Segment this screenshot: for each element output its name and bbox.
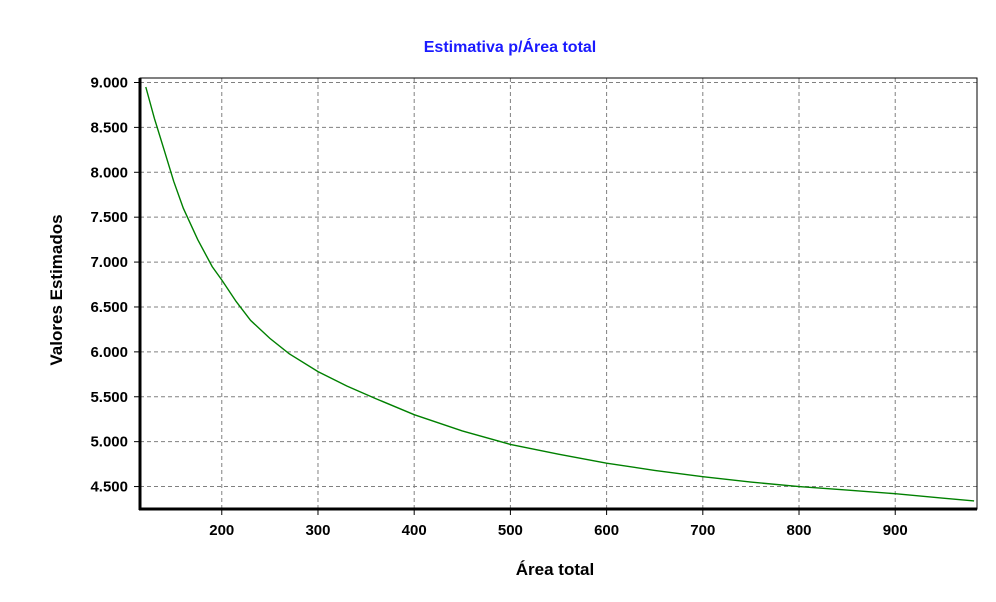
x-tick-label: 600 <box>594 522 619 539</box>
y-tick-label: 8.500 <box>90 119 128 136</box>
y-tick-label: 7.500 <box>90 209 128 226</box>
x-tick-label: 400 <box>402 522 427 539</box>
x-tick-label: 700 <box>690 522 715 539</box>
x-tick-label: 300 <box>305 522 330 539</box>
chart-title: Estimativa p/Área total <box>424 37 597 56</box>
y-tick-label: 5.000 <box>90 434 128 451</box>
y-tick-label: 6.000 <box>90 344 128 361</box>
x-axis-label: Área total <box>516 560 594 579</box>
y-axis-ticks: 4.500 5.000 5.500 6.000 6.500 7.000 7.500 8.000… <box>90 74 140 496</box>
y-tick-label: 6.500 <box>90 299 128 316</box>
x-tick-label: 500 <box>498 522 523 539</box>
plot-series <box>145 86 975 502</box>
x-tick-label: 800 <box>787 522 812 539</box>
x-axis-ticks: 200 300 400 500 600 700 800 900 <box>209 509 908 539</box>
y-tick-label: 7.000 <box>90 254 128 271</box>
y-tick-label: 9.000 <box>90 74 128 91</box>
plot-frame <box>139 77 978 510</box>
x-tick-label: 900 <box>883 522 908 539</box>
y-axis-label: Valores Estimados <box>47 214 66 365</box>
y-tick-label: 8.000 <box>90 164 128 181</box>
y-tick-label: 5.500 <box>90 389 128 406</box>
x-tick-label: 200 <box>209 522 234 539</box>
grid <box>140 78 977 509</box>
y-tick-label: 4.500 <box>90 479 128 496</box>
series-line <box>145 86 975 502</box>
